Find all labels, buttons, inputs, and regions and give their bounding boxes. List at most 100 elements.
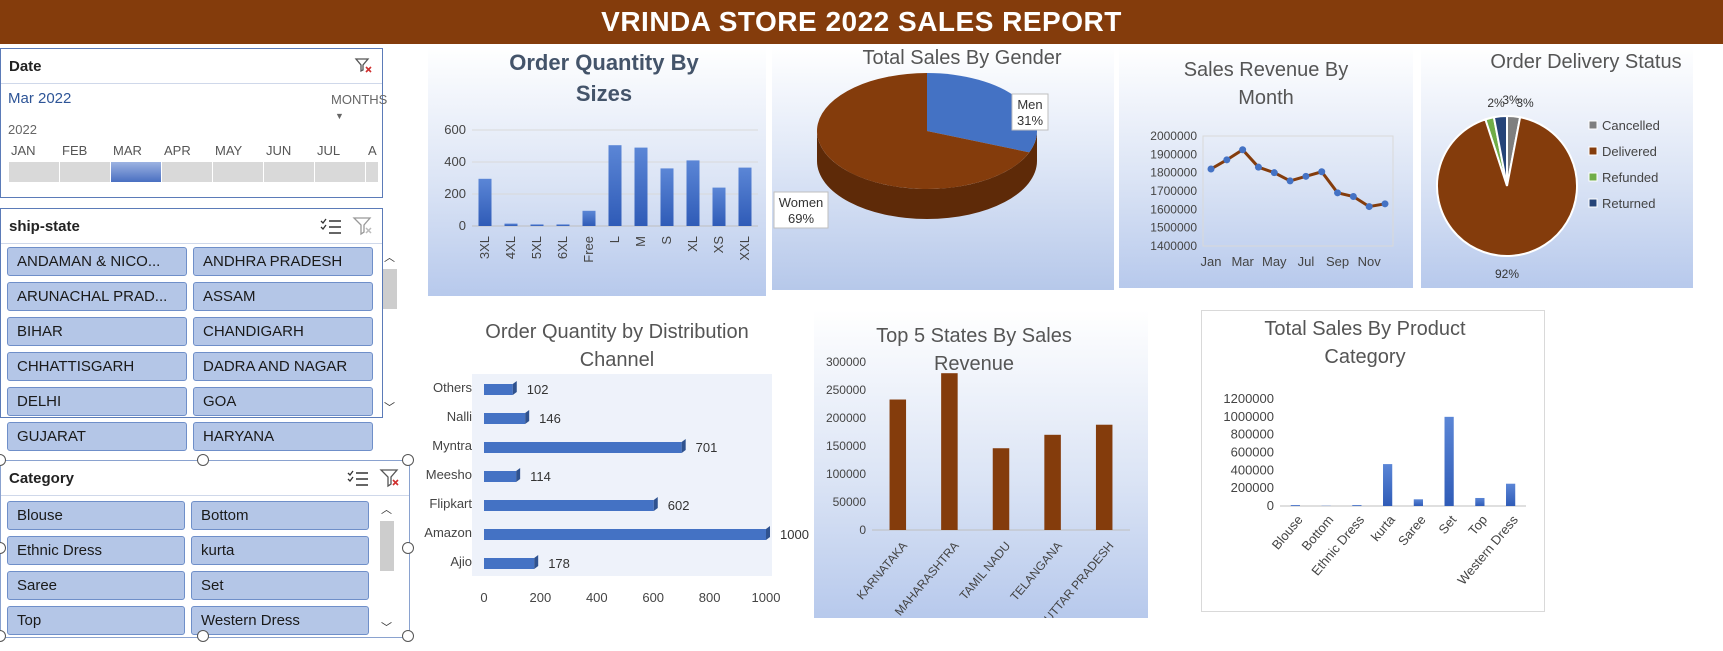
bar-xl[interactable] [686,160,700,226]
ship-state-slicer-item[interactable]: BIHAR [7,317,187,346]
data-point[interactable] [1334,189,1342,197]
category-slicer-item[interactable]: Set [191,571,369,600]
bar-tamil-nadu[interactable] [992,448,1010,530]
multi-select-icon[interactable] [320,217,342,235]
bar-4xl[interactable] [504,223,518,226]
data-point[interactable] [1365,203,1373,211]
data-point[interactable] [1239,146,1247,154]
data-point[interactable] [1349,193,1357,200]
chart-top5-states[interactable]: Top 5 States By Sales Revenue 0 50000 100000… [814,310,1148,618]
bar-flipkart[interactable] [484,500,654,511]
multi-select-icon[interactable] [347,469,369,487]
bar-western-dress[interactable] [1506,483,1516,506]
ship-state-slicer-item[interactable]: ANDHRA PRADESH [193,247,373,276]
chart-sales-by-gender[interactable]: Total Sales By Gender Men 31% Women 69% [772,46,1114,290]
data-point[interactable] [1302,172,1310,180]
ship-state-slicer-item[interactable]: ANDAMAN & NICO... [7,247,187,276]
data-point[interactable] [1270,169,1278,177]
ship-state-scrollbar[interactable]: ︿ ﹀ [381,247,399,417]
ship-state-slicer-item[interactable]: ASSAM [193,282,373,311]
bar-5xl[interactable] [530,224,544,226]
clear-filter-icon[interactable] [352,216,374,236]
bar-others[interactable] [484,384,513,395]
category-slicer-item[interactable]: kurta [191,536,369,565]
bar-blouse[interactable] [1290,505,1300,506]
scroll-up-icon[interactable]: ︿ [384,252,395,264]
resize-handle[interactable] [197,630,209,642]
scroll-up-icon[interactable]: ︿ [381,504,392,516]
bar-set[interactable] [1444,416,1454,506]
resize-handle[interactable] [197,454,209,466]
data-point[interactable] [1286,177,1294,185]
chart-order-delivery-status[interactable]: Order Delivery Status 2% 3% 3% 92% Cancelled D… [1421,46,1693,288]
ship-state-slicer-item[interactable]: DELHI [7,387,187,416]
bar-s[interactable] [660,168,674,226]
data-point[interactable] [1207,165,1215,173]
chart-revenue-by-month[interactable]: Sales Revenue By Month 1400000 1500000 16000… [1119,46,1413,288]
ship-state-slicer-item[interactable]: ARUNACHAL PRAD... [7,282,187,311]
month-cell-jan[interactable] [9,162,60,182]
clear-filter-icon[interactable] [354,57,374,75]
ship-state-slicer-item[interactable]: GUJARAT [7,422,187,451]
bar-ethnic-dress[interactable] [1352,505,1362,506]
month-cell-a[interactable] [366,162,379,182]
category-slicer-item[interactable]: Blouse [7,501,185,530]
scroll-thumb[interactable] [380,521,394,571]
month-cell-mar[interactable] [111,162,162,182]
resize-handle[interactable] [402,454,414,466]
category-scrollbar[interactable]: ︿ ﹀ [378,499,396,637]
bar-6xl[interactable] [556,224,570,226]
month-cell-may[interactable] [213,162,264,182]
month-cell-jun[interactable] [264,162,315,182]
bar-m[interactable] [634,147,648,226]
category-slicer-item[interactable]: Western Dress [191,606,369,635]
bar-meesho[interactable] [484,471,517,482]
category-slicer-item[interactable]: Saree [7,571,185,600]
data-point[interactable] [1254,163,1262,171]
scroll-down-icon[interactable]: ﹀ [384,402,395,414]
bar-xs[interactable] [712,187,726,226]
bar-saree[interactable] [1413,499,1423,506]
category-slicer-item[interactable]: Bottom [191,501,369,530]
bar-uttar-pradesh[interactable] [1095,424,1113,530]
bar-kurta[interactable] [1383,464,1393,506]
slice-men[interactable] [927,73,1037,153]
scroll-down-icon[interactable]: ﹀ [381,622,392,634]
category-slicer-item[interactable]: Top [7,606,185,635]
period-dropdown[interactable]: MONTHS ▼ [331,92,387,122]
bar-ajio[interactable] [484,558,535,569]
bar-l[interactable] [608,145,622,226]
clear-filter-icon[interactable] [379,468,401,488]
data-point[interactable] [1318,168,1326,176]
month-cell-jul[interactable] [315,162,366,182]
ship-state-slicer-item[interactable]: DADRA AND NAGAR [193,352,373,381]
bar-myntra[interactable] [484,442,682,453]
bar-maharashtra[interactable] [941,373,958,530]
bar-xxl[interactable] [738,167,752,226]
month-cell-apr[interactable] [162,162,213,182]
ship-state-slicer-item[interactable]: GOA [193,387,373,416]
bar-nalli[interactable] [484,413,526,424]
category-slicer-item[interactable]: Ethnic Dress [7,536,185,565]
chart-order-qty-by-sizes[interactable]: Order Quantity By Sizes 0 200 400 600 3XL 4XL 5X… [428,46,766,296]
date-timeline-slicer[interactable]: Date Mar 2022 MONTHS ▼ 2022 JAN FEB MAR APR… [0,48,387,198]
bar-telangana[interactable] [1044,434,1061,530]
chart-qty-by-channel[interactable]: Order Quantity by Distribution Channel 0 20… [412,316,817,616]
slice-delivered[interactable] [1436,116,1578,257]
resize-handle[interactable] [402,542,414,554]
data-point[interactable] [1223,156,1231,164]
resize-handle[interactable] [402,630,414,642]
slice-women[interactable] [817,73,1030,190]
ship-state-slicer-item[interactable]: CHANDIGARH [193,317,373,346]
bar-3xl[interactable] [478,178,492,226]
chart-sales-by-category[interactable]: Total Sales By Product Category 0 200000 400… [1201,310,1545,612]
ship-state-slicer-item[interactable]: HARYANA [193,422,373,451]
ship-state-slicer-item[interactable]: CHHATTISGARH [7,352,187,381]
bar-karnataka[interactable] [889,399,907,530]
bar-free[interactable] [582,210,596,226]
data-point[interactable] [1381,200,1389,208]
scroll-thumb[interactable] [383,269,397,309]
month-cell-feb[interactable] [60,162,111,182]
bar-amazon[interactable] [484,529,766,540]
bar-top[interactable] [1475,497,1485,506]
